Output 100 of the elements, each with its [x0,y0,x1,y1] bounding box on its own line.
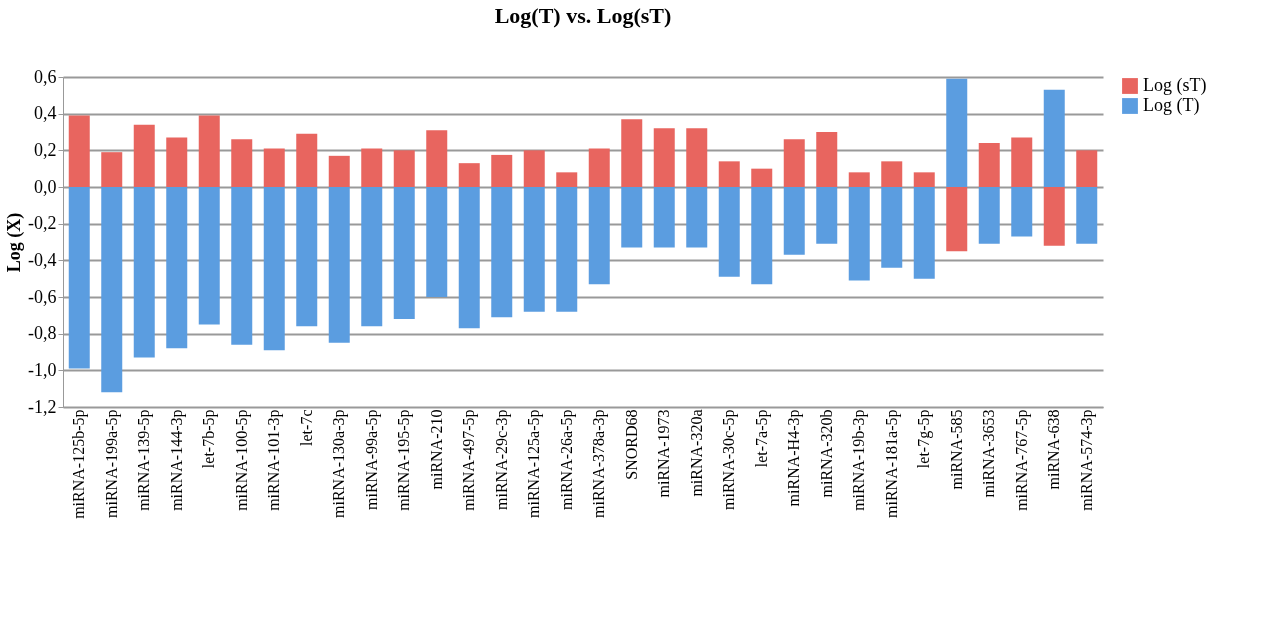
x-tick-label: miRNA-H4-3p [785,409,804,507]
bar [816,187,838,244]
bar [166,187,188,349]
x-tick-label: miRNA-378a-3p [590,409,609,518]
bar [1076,150,1098,187]
bar [783,187,805,255]
x-tick-label: miRNA-199a-5p [102,409,121,518]
bar [816,132,838,187]
bar [588,148,610,187]
legend-label: Log (T) [1143,95,1200,116]
bar [556,187,578,312]
bar [491,154,513,187]
bar [426,130,448,187]
bar [166,137,188,187]
bar [458,187,480,329]
x-tick-label: miRNA-497-5p [460,409,479,511]
bar [133,124,155,187]
x-tick-label: miRNA-210 [427,409,445,490]
y-tick-label: 0,0 [34,176,57,197]
bar [913,172,935,187]
bar [1011,187,1033,237]
x-tick-label: miRNA-585 [947,409,965,490]
bar [68,187,90,369]
bar [198,187,220,325]
bar [978,143,1000,187]
bar [783,139,805,187]
x-tick-label: miRNA-3653 [980,409,998,498]
y-tick-label: 0,4 [34,103,57,124]
x-tick-label: miRNA-195-5p [395,409,414,511]
bar [881,161,903,187]
bar [621,119,643,187]
bar [653,128,675,187]
x-tick-label: miRNA-125a-5p [525,409,544,518]
y-tick-label: 0,6 [34,66,57,87]
y-axis-title: Log (X) [4,212,26,273]
bar [458,163,480,187]
y-tick-label: -1,2 [28,396,57,417]
bar [263,148,285,187]
bar [718,187,740,277]
bar [621,187,643,248]
chart-title: Log(T) vs. Log(sT) [494,3,672,28]
x-tick-label: miRNA-130a-3p [330,409,349,518]
x-tick-label: miRNA-125b-5p [70,409,89,519]
bar [101,152,123,187]
x-tick-label: let-7a-5p [752,409,771,468]
y-tick-label: -1,0 [28,359,57,380]
bar [848,187,870,281]
x-tick-label: miRNA-144-3p [167,409,186,511]
x-tick-label: miRNA-320b [817,409,835,498]
bar [328,187,350,343]
bar [686,128,708,187]
x-tick-label: miRNA-181a-5p [882,409,901,518]
x-tick-label: miRNA-19b-3p [850,409,869,511]
bar [946,78,968,187]
x-tick-label: miRNA-30c-5p [720,409,739,510]
x-tick-label: miRNA-100-5p [232,409,251,511]
bar [491,187,513,318]
bar [101,187,123,393]
bar [393,187,415,319]
bar [946,187,968,252]
bar [426,187,448,297]
x-tick-label: miRNA-99a-5p [362,409,381,510]
bar [263,187,285,351]
bar [296,187,318,327]
x-tick-label: miRNA-26a-5p [557,409,576,510]
bar [751,168,773,187]
x-tick-label: miRNA-320a [687,409,705,497]
bar [881,187,903,268]
bar [68,115,90,187]
bar [231,139,253,187]
x-tick-label: miRNA-101-3p [265,409,284,511]
y-tick-label: 0,2 [34,139,57,160]
bar [198,115,220,187]
bar [133,187,155,358]
y-tick-label: -0,2 [28,213,57,234]
bar [296,133,318,187]
bar [328,155,350,187]
bar [393,150,415,187]
x-tick-label: miRNA-1973 [655,409,673,498]
bar [848,172,870,187]
x-tick-label: miRNA-638 [1045,409,1063,490]
x-tick-label: miRNA-767-5p [1012,409,1031,511]
x-tick-label: let-7b-5p [200,409,219,469]
bar [913,187,935,279]
bar [361,187,383,327]
bar [718,161,740,187]
bar [588,187,610,285]
bar [1011,137,1033,187]
x-tick-label: let-7c [297,409,315,446]
x-tick-label: miRNA-139-5p [135,409,154,511]
bar [686,187,708,248]
y-tick-label: -0,8 [28,323,57,344]
bar [231,187,253,345]
x-tick-label: SNORD68 [622,409,640,480]
x-tick-label: miRNA-29c-3p [492,409,511,510]
bar [1076,187,1098,244]
legend-label: Log (sT) [1143,75,1207,96]
bar [978,187,1000,244]
y-tick-label: -0,6 [28,286,57,307]
bar [1043,187,1065,246]
